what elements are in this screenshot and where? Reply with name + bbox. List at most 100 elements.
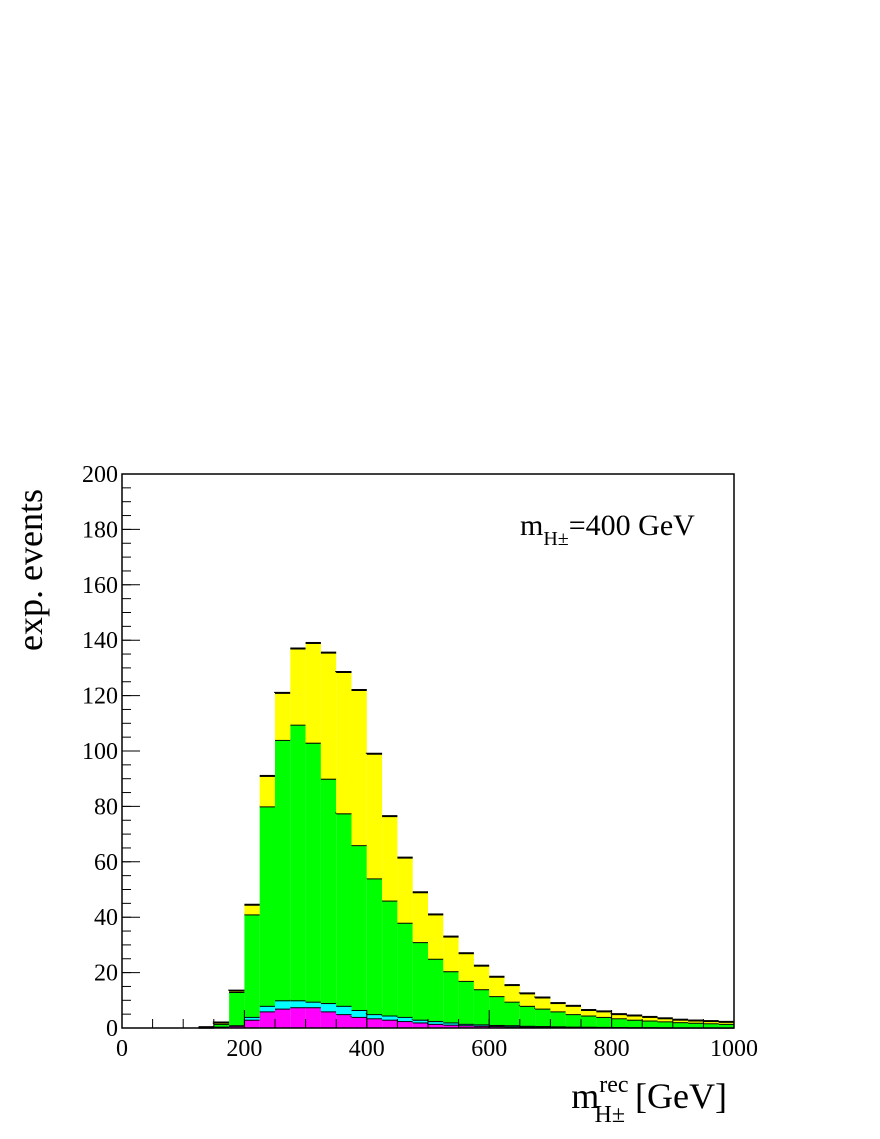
bar-segment [258,774,277,808]
bar-segment [442,970,460,1024]
bar-segment [381,1018,399,1030]
bar-segment [258,805,277,1007]
bar-segment [472,988,491,1026]
x-tick-label: 400 [349,1036,385,1062]
bar-segment [350,1015,368,1029]
x-label-main: m [571,1076,599,1116]
annotation-main: m [520,509,543,542]
bar-segment [687,1019,705,1024]
bar-segment [350,1008,368,1018]
bar-segment [258,1010,277,1030]
bar-segment [411,891,430,944]
bar-segment [488,1023,506,1028]
bar-segment [350,689,368,847]
bar-segment [472,1023,491,1027]
bar-segment [228,990,246,1027]
bar-segment [396,1020,414,1030]
bar-segment [534,1025,552,1028]
bar-segment [212,1021,231,1025]
bar-segment [258,1004,277,1013]
bar-segment [610,1017,628,1029]
bar-segment [442,1021,460,1026]
bar-segment [335,812,353,1007]
x-axis-label: mrec H± [GeV] [571,1072,727,1128]
bar-segment [518,1004,537,1027]
bar-segment [289,1006,307,1029]
bar-segment [243,913,261,1018]
bar-segment [671,1021,690,1029]
bar-segment [365,877,384,1016]
bar-segment [243,1015,261,1021]
y-tick-label: 200 [82,462,118,488]
y-tick-label: 100 [82,739,118,765]
bar-segment [289,723,307,1002]
y-tick-label: 180 [82,517,118,543]
y-tick-label: 160 [82,573,118,599]
bar-segment [319,1010,338,1030]
bar-segment [411,1018,430,1024]
bar-segment [411,941,430,1021]
y-tick-label: 60 [94,850,118,876]
bar-segment [335,1013,353,1030]
bar-segment [641,1015,659,1022]
bar-segment [488,995,506,1026]
bar-segment [625,1014,644,1021]
bar-segment [503,984,521,1003]
bar-segment [518,992,537,1007]
bar-segment [381,899,399,1017]
bar-segment [549,1025,567,1029]
bar-segment [671,1018,690,1024]
y-tick-label: 140 [82,628,118,654]
x-tick-label: 800 [594,1036,630,1062]
x-tick-label: 600 [471,1036,507,1062]
y-axis-label: exp. events [10,489,50,651]
bar-segment [488,975,506,998]
bar-segment [228,1024,246,1027]
x-label-unit: [GeV] [635,1076,727,1116]
bar-segment [396,1015,414,1023]
bar-segment [503,1000,521,1027]
bar-segment [396,856,414,924]
bar-segment [304,1000,322,1009]
bar-segment [595,1010,613,1018]
bar-segment [319,777,338,1005]
annotation-rest: =400 GeV [569,509,695,542]
bar-segment [212,1022,231,1028]
bar-segment [518,1024,537,1028]
bar-segment [411,1021,430,1030]
bar-segment [274,1007,292,1029]
bar-segment [503,1024,521,1028]
annotation-sub: H± [543,528,568,550]
bar-segment [457,1022,475,1027]
bar-segment [564,1013,583,1028]
y-tick-label: 40 [94,905,118,931]
bar-segment [289,647,307,726]
bar-segment [274,738,292,1002]
bar-segment [304,741,322,1003]
bar-segment [396,921,414,1018]
bar-segment [365,1017,384,1029]
x-tick-label: 1000 [710,1036,758,1062]
bar-segment [319,1002,338,1013]
bar-segment [564,1025,583,1029]
bar-segment [625,1018,644,1029]
bar-segment [717,1022,736,1029]
bar-segment [656,1020,674,1029]
bar-segment [687,1021,705,1029]
bar-segment [243,903,261,916]
bar-segment [641,1019,659,1029]
bar-segment [427,913,445,960]
bar-segment [549,1010,567,1028]
bar-segment [212,1025,231,1029]
bar-segment [442,935,460,973]
bar-segment [580,1014,598,1028]
bar-segment [319,651,338,780]
bar-segment [335,1004,353,1016]
bar-segment [289,999,307,1009]
bar-segment [457,952,475,982]
y-tick-label: 20 [94,961,118,987]
y-tick-label: 0 [106,1016,118,1042]
bar-segment [381,1014,399,1021]
bar-segment [365,1013,384,1020]
bar-segment [365,752,384,880]
